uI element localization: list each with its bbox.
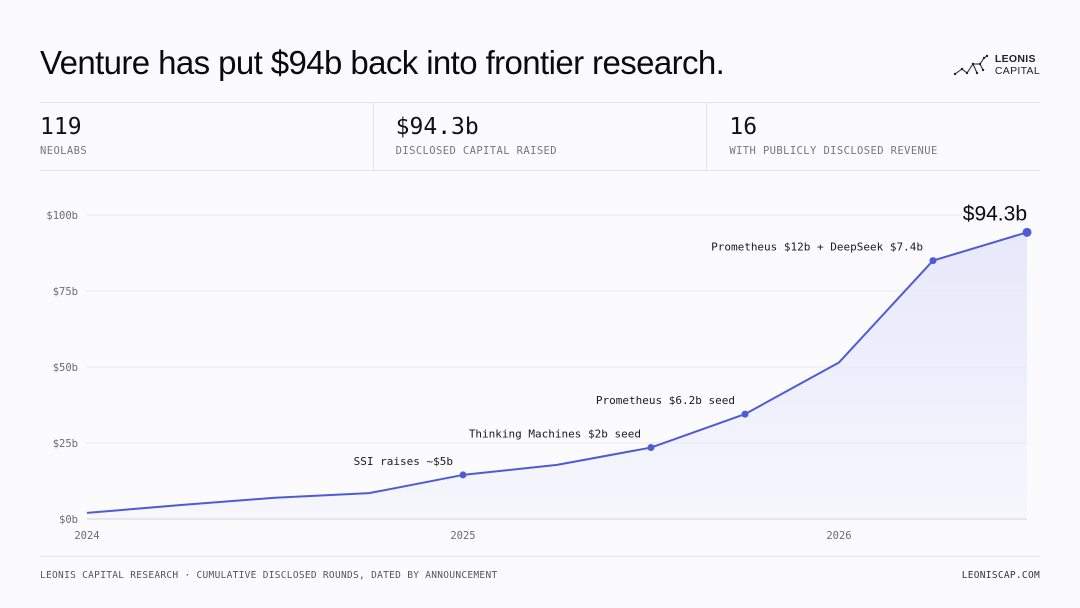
end-value-label: $94.3b: [963, 202, 1027, 225]
area-fill: [87, 232, 1027, 519]
stat-value: $94.3b: [395, 114, 479, 140]
logo-text: LEONIS CAPITAL: [995, 53, 1040, 77]
cumulative-capital-chart: $0b $25b $50b $75b $100b 2024 2025 2026 SSI rais…: [46, 202, 1032, 542]
logo-line1: LEONIS: [994, 53, 1036, 65]
footer-source: LEONIS CAPITAL RESEARCH · CUMULATIVE DIS…: [40, 570, 498, 581]
y-tick-label: $100b: [46, 210, 78, 222]
annotation-label: Prometheus $6.2b seed: [596, 394, 735, 407]
divider-footer: [40, 556, 1040, 557]
x-tick-label: 2024: [74, 530, 99, 542]
stat-disclosed-revenue: 16 WITH PUBLICLY DISCLOSED REVENUE: [706, 103, 1040, 170]
annotation-marker: [741, 410, 749, 418]
stat-label: NEOLABS: [40, 145, 88, 157]
annotation-label: Thinking Machines $2b seed: [469, 428, 641, 441]
annotation-marker: [459, 471, 467, 479]
stats-row: 119 NEOLABS $94.3b DISCLOSED CAPITAL RAI…: [40, 103, 1040, 170]
divider-top: [40, 102, 1040, 103]
y-tick-label: $75b: [53, 286, 78, 298]
stat-value: 16: [729, 114, 758, 140]
y-tick-label: $50b: [53, 362, 78, 374]
annotation-label: Prometheus $12b + DeepSeek $7.4b: [711, 241, 923, 254]
stat-neolabs: 119 NEOLABS: [40, 103, 373, 170]
x-tick-label: 2025: [450, 530, 475, 542]
end-point-marker: [1022, 227, 1032, 237]
y-tick-label: $0b: [59, 514, 78, 526]
stat-capital-raised: $94.3b DISCLOSED CAPITAL RAISED: [372, 103, 707, 170]
stat-value: 119: [40, 114, 82, 140]
series-line: [86, 231, 1028, 514]
footer-site-link[interactable]: LEONISCAP.COM: [961, 570, 1040, 581]
stat-label: DISCLOSED CAPITAL RAISED: [395, 145, 557, 157]
y-tick-label: $25b: [53, 438, 78, 450]
page-title: Venture has put $94b back into frontier …: [40, 44, 725, 81]
annotation-label: SSI raises ~$5b: [354, 455, 453, 468]
annotation-marker: [647, 444, 655, 452]
divider-stats: [40, 170, 1040, 171]
stat-label: WITH PUBLICLY DISCLOSED REVENUE: [729, 145, 938, 157]
annotation-marker: [929, 257, 937, 265]
x-tick-label: 2026: [826, 530, 851, 542]
constellation-logo-icon: [953, 54, 989, 76]
leonis-capital-logo[interactable]: LEONIS CAPITAL: [953, 52, 1040, 78]
logo-line2: CAPITAL: [994, 65, 1040, 77]
